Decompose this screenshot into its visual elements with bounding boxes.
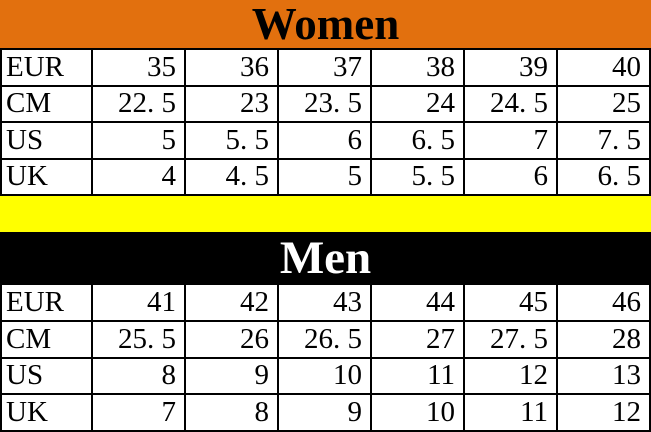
size-cell: 9 [279, 395, 370, 430]
size-cell: 4 [93, 159, 184, 194]
row-label: EUR [2, 50, 91, 85]
size-cell: 13 [558, 358, 649, 394]
size-cell: 44 [372, 285, 463, 320]
size-cell: 6. 5 [558, 159, 649, 194]
size-cell: 27 [372, 321, 463, 357]
size-cell: 27. 5 [465, 321, 556, 357]
row-label: CM [2, 321, 91, 357]
row-label: EUR [2, 285, 91, 320]
size-cell: 23 [186, 86, 277, 121]
row-label: US [2, 123, 91, 158]
row-label: US [2, 358, 91, 394]
size-cell: 43 [279, 285, 370, 320]
men-size-table: EUR 41 42 43 44 45 46 CM 25. 5 26 26. 5 … [0, 283, 651, 432]
size-cell: 35 [93, 50, 184, 85]
size-cell: 37 [279, 50, 370, 85]
size-cell: 10 [372, 395, 463, 430]
size-cell: 11 [465, 395, 556, 430]
size-cell: 4. 5 [186, 159, 277, 194]
size-cell: 23. 5 [279, 86, 370, 121]
size-cell: 12 [558, 395, 649, 430]
size-cell: 25. 5 [93, 321, 184, 357]
size-cell: 24. 5 [465, 86, 556, 121]
size-cell: 5. 5 [186, 123, 277, 158]
size-cell: 24 [372, 86, 463, 121]
size-cell: 26 [186, 321, 277, 357]
size-cell: 40 [558, 50, 649, 85]
size-cell: 42 [186, 285, 277, 320]
men-section-banner: Men [0, 231, 651, 284]
size-cell: 45 [465, 285, 556, 320]
size-cell: 25 [558, 86, 649, 121]
men-section-title: Men [279, 231, 372, 284]
size-cell: 5 [93, 123, 184, 158]
row-label: UK [2, 395, 91, 430]
size-cell: 8 [93, 358, 184, 394]
size-cell: 38 [372, 50, 463, 85]
size-cell: 12 [465, 358, 556, 394]
size-cell: 39 [465, 50, 556, 85]
size-cell: 28 [558, 321, 649, 357]
size-cell: 6 [279, 123, 370, 158]
size-cell: 9 [186, 358, 277, 394]
size-cell: 6. 5 [372, 123, 463, 158]
row-label: CM [2, 86, 91, 121]
size-cell: 26. 5 [279, 321, 370, 357]
women-size-table: EUR 35 36 37 38 39 40 CM 22. 5 23 23. 5 … [0, 48, 651, 196]
size-cell: 7 [465, 123, 556, 158]
size-cell: 10 [279, 358, 370, 394]
size-cell: 46 [558, 285, 649, 320]
yellow-separator-band [0, 196, 651, 232]
women-section-title: Women [251, 0, 400, 49]
row-label: UK [2, 159, 91, 194]
size-cell: 11 [372, 358, 463, 394]
size-cell: 22. 5 [93, 86, 184, 121]
size-cell: 6 [465, 159, 556, 194]
women-section-banner: Women [0, 0, 651, 49]
size-cell: 36 [186, 50, 277, 85]
size-cell: 7 [93, 395, 184, 430]
size-cell: 41 [93, 285, 184, 320]
size-cell: 7. 5 [558, 123, 649, 158]
size-cell: 8 [186, 395, 277, 430]
size-cell: 5 [279, 159, 370, 194]
size-cell: 5. 5 [372, 159, 463, 194]
